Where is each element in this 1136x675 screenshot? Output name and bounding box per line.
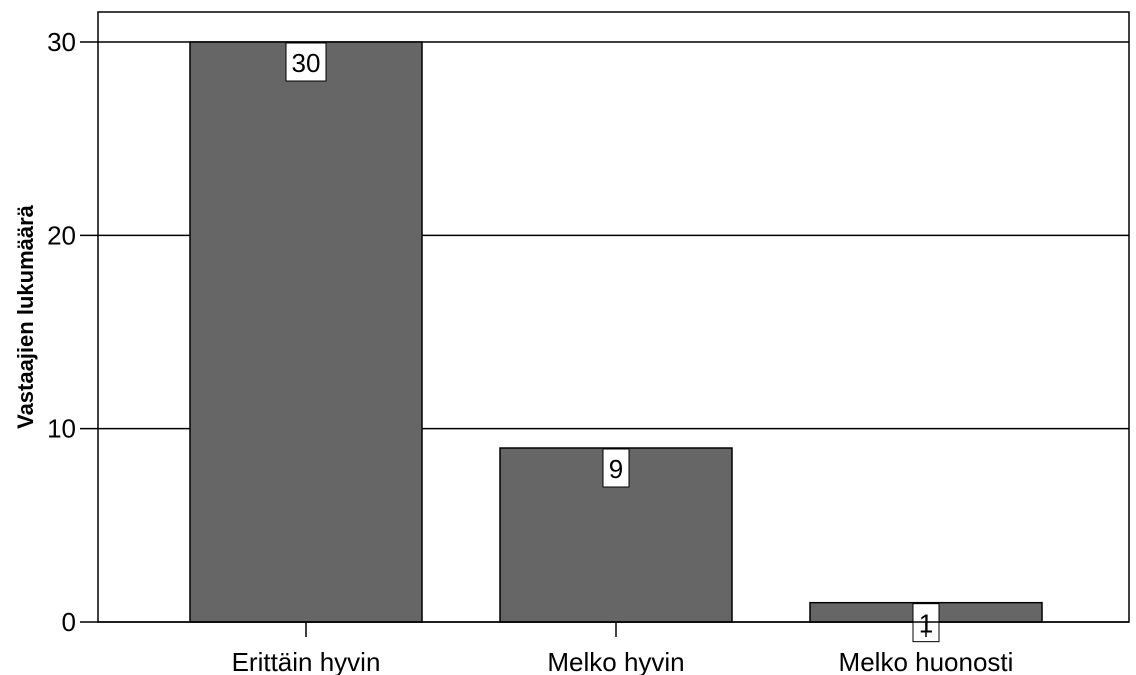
bar (189, 41, 423, 623)
data-label: 9 (609, 454, 623, 484)
data-label-box (602, 448, 630, 488)
y-tick-label: 0 (62, 607, 76, 637)
x-tick-label: Melko huonosti (839, 647, 1014, 675)
data-label: 30 (292, 48, 321, 78)
data-label-box (285, 42, 327, 82)
y-axis-title: Vastaajien lukumäärä (13, 204, 38, 429)
axes: 0 10 20 30 Erittäin hyvin Melko hyvin Melko hu… (47, 27, 1129, 675)
x-tick-label: Melko hyvin (547, 647, 684, 675)
y-tick-label: 20 (47, 220, 76, 250)
y-tick-label: 10 (47, 414, 76, 444)
x-tick-label: Erittäin hyvin (232, 647, 381, 675)
y-tick-label: 30 (47, 27, 76, 57)
